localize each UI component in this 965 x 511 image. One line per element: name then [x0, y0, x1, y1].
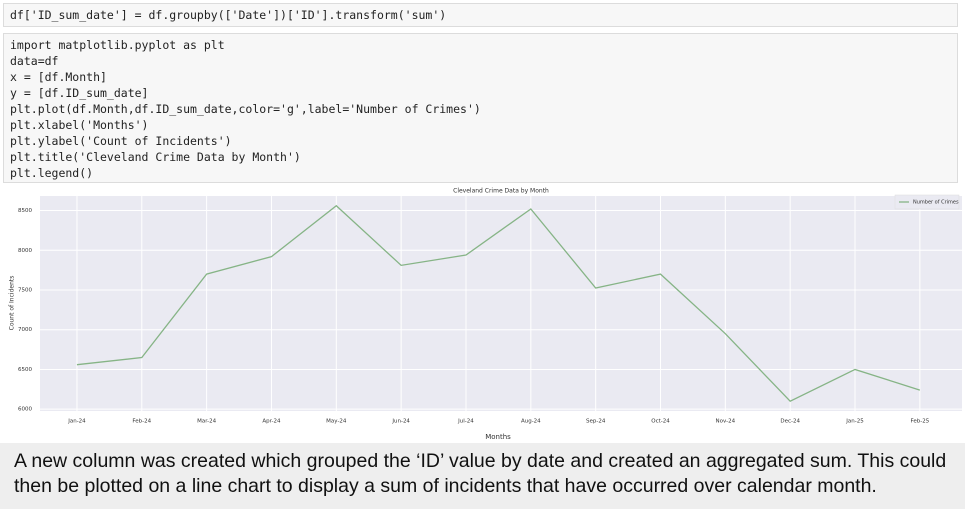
- y-tick-label: 7500: [18, 287, 32, 293]
- plot-area: [40, 196, 962, 411]
- chart-title: Cleveland Crime Data by Month: [453, 188, 549, 195]
- y-tick-label: 8000: [18, 248, 32, 254]
- x-tick-label: May-24: [326, 419, 347, 425]
- x-tick-label: Sep-24: [586, 419, 606, 425]
- x-tick-label: Jan-25: [845, 419, 864, 425]
- y-tick-label: 7000: [18, 327, 32, 333]
- code-line: plt.plot(df.Month,df.ID_sum_date,color='…: [10, 102, 481, 116]
- x-tick-label: Apr-24: [262, 419, 281, 425]
- legend-box: [894, 194, 960, 210]
- x-tick-label: Dec-24: [780, 419, 800, 425]
- y-tick-label: 6500: [18, 367, 32, 373]
- y-tick-label: 8500: [18, 208, 32, 214]
- data-line: [76, 204, 921, 403]
- x-tick-label: Nov-24: [716, 419, 736, 425]
- x-tick-label: Feb-24: [132, 419, 151, 425]
- x-tick-label: Aug-24: [521, 419, 541, 425]
- x-tick-label: Jan-24: [67, 419, 86, 425]
- x-tick-label: Mar-24: [197, 419, 217, 425]
- caption: A new column was created which grouped t…: [0, 443, 965, 509]
- code-line: df['ID_sum_date'] = df.groupby(['Date'])…: [10, 8, 447, 22]
- code-line: plt.xlabel('Months'): [10, 118, 149, 132]
- code-line: x = [df.Month]: [10, 70, 107, 84]
- code-line: plt.title('Cleveland Crime Data by Month…: [10, 150, 301, 164]
- code-cell: df['ID_sum_date'] = df.groupby(['Date'])…: [3, 3, 958, 27]
- x-tick-label: Oct-24: [651, 419, 670, 425]
- legend-label: Number of Crimes: [913, 200, 959, 206]
- code-line: y = [df.ID_sum_date]: [10, 86, 149, 100]
- y-axis-label: Count of Incidents: [9, 276, 16, 331]
- x-axis-label: Months: [485, 433, 511, 440]
- y-tick-label: 6000: [18, 407, 32, 413]
- code-cell: import matplotlib.pyplot as plt data=df x …: [3, 33, 958, 183]
- x-tick-label: Feb-25: [910, 419, 929, 425]
- x-tick-label: Jul-24: [457, 419, 474, 425]
- chart: Cleveland Crime Data by Month Count of I…: [9, 188, 962, 440]
- x-tick-label: Jun-24: [391, 419, 410, 425]
- code-line: import matplotlib.pyplot as plt: [10, 38, 225, 52]
- code-line: plt.legend(): [10, 166, 94, 180]
- code-line: data=df: [10, 54, 59, 68]
- code-line: plt.ylabel('Count of Incidents'): [10, 134, 232, 148]
